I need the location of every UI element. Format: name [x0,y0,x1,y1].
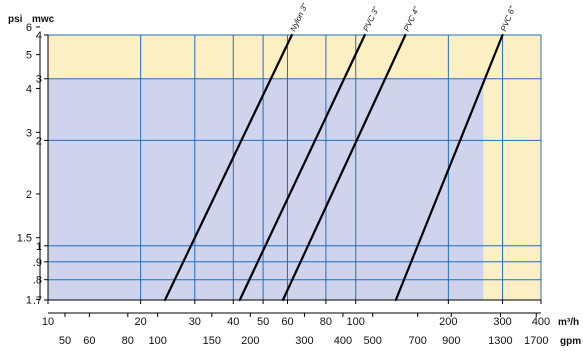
gpm-tick-label: 300 [295,335,313,347]
mwc-tick-label: .8 [33,275,42,287]
m3h-tick-label: 10 [42,316,54,328]
psi-tick-label: 2 [26,189,32,201]
gpm-tick-label: 500 [364,335,382,347]
gpm-tick-label: 150 [203,335,221,347]
gpm-unit-label: gpm [560,336,581,347]
psi-tick-label: 4 [26,84,32,96]
gpm-tick-label: 80 [122,335,134,347]
mwc-tick-label: .7 [33,295,42,307]
psi-tick-label: 6 [26,22,32,34]
m3h-tick-label: 200 [439,316,457,328]
gpm-tick-label: 900 [442,335,460,347]
gpm-tick-label: 1700 [524,335,548,347]
series-line-2 [281,33,407,302]
series-label-3: PVC 6" [499,4,517,33]
series-label-2: PVC 4" [402,4,422,32]
m3h-tick-label: 80 [320,316,332,328]
gpm-tick-label: 200 [241,335,259,347]
gpm-tick-label: 400 [334,335,352,347]
psi-tick-label: 3 [26,127,32,139]
m3h-tick-label: 30 [189,316,201,328]
m3h-tick-label: 20 [135,316,147,328]
gpm-tick-label: 60 [83,335,95,347]
series-line-1 [238,33,366,302]
m3h-tick-label: 100 [347,316,365,328]
mwc-tick-label: 4 [36,30,42,42]
mwc-tick-label: 3 [36,74,42,86]
gpm-tick-label: 700 [409,335,427,347]
series-label-0: Nylon 3" [289,1,311,33]
m3h-tick-label: 400 [532,316,550,328]
m3h-tick-label: 40 [227,316,239,328]
m3h-tick-label: 300 [493,316,511,328]
gpm-tick-label: 50 [59,335,71,347]
mwc-tick-label: 1 [36,241,42,253]
series-line-0 [163,33,293,302]
mwc-tick-label: 2 [36,135,42,147]
shaded-region [48,78,484,300]
m3h-unit-label: m³/h [558,317,579,328]
gpm-tick-label: 1300 [488,335,512,347]
series-label-1: PVC 3" [361,4,381,32]
gpm-tick-label: 100 [148,335,166,347]
m3h-tick-label: 60 [281,316,293,328]
m3h-tick-label: 50 [257,316,269,328]
psi-tick-label: 5 [26,50,32,62]
psi-unit-label: psi [8,14,23,25]
psi-tick-label: 1 [26,294,32,306]
psi-tick-label: 1.5 [17,233,32,245]
mwc-unit-label: mwc [32,14,55,25]
series-line-3 [394,33,504,302]
mwc-tick-label: .9 [33,257,42,269]
